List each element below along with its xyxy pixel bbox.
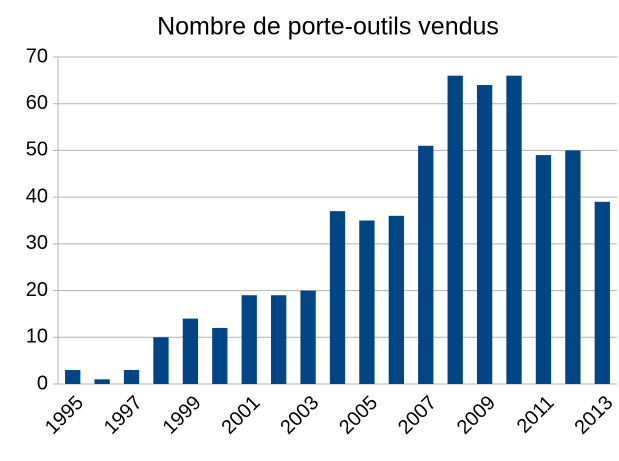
bar <box>506 75 522 384</box>
bar <box>300 290 316 384</box>
bar <box>65 369 81 384</box>
bar <box>182 318 199 384</box>
x-tick-label: 1997 <box>100 392 147 439</box>
x-tick-label: 2013 <box>571 392 618 439</box>
y-tick-label: 70 <box>26 45 48 67</box>
x-tick-label: 2001 <box>217 392 264 439</box>
x-tick-label: 2009 <box>453 392 500 439</box>
chart-title: Nombre de porte-outils vendus <box>157 13 499 41</box>
bar <box>476 85 493 385</box>
bar <box>241 295 257 384</box>
bar <box>565 150 581 384</box>
bar <box>535 155 552 384</box>
bar <box>329 211 346 384</box>
bar <box>94 379 110 384</box>
y-tick-label: 10 <box>26 326 48 348</box>
y-tick-label: 20 <box>26 279 48 301</box>
y-tick-label: 50 <box>26 139 48 161</box>
y-tick-label: 40 <box>26 185 48 207</box>
y-tick-label: 30 <box>26 232 48 254</box>
x-tick-label: 1999 <box>159 392 206 439</box>
bar <box>594 201 610 384</box>
bar <box>359 220 375 384</box>
bar <box>447 75 463 384</box>
bar <box>212 327 228 384</box>
y-tick-label: 0 <box>37 372 48 394</box>
bar <box>153 337 169 384</box>
x-tick-label: 2011 <box>513 392 559 438</box>
x-tick-label: 2007 <box>394 392 441 439</box>
bar <box>123 369 140 384</box>
x-tick-label: 1995 <box>41 392 88 439</box>
bar <box>271 295 287 384</box>
x-tick-label: 2003 <box>276 392 323 439</box>
y-tick-label: 60 <box>26 92 48 114</box>
bar <box>388 215 404 384</box>
x-tick-label: 2005 <box>335 392 382 439</box>
bar <box>418 145 434 384</box>
